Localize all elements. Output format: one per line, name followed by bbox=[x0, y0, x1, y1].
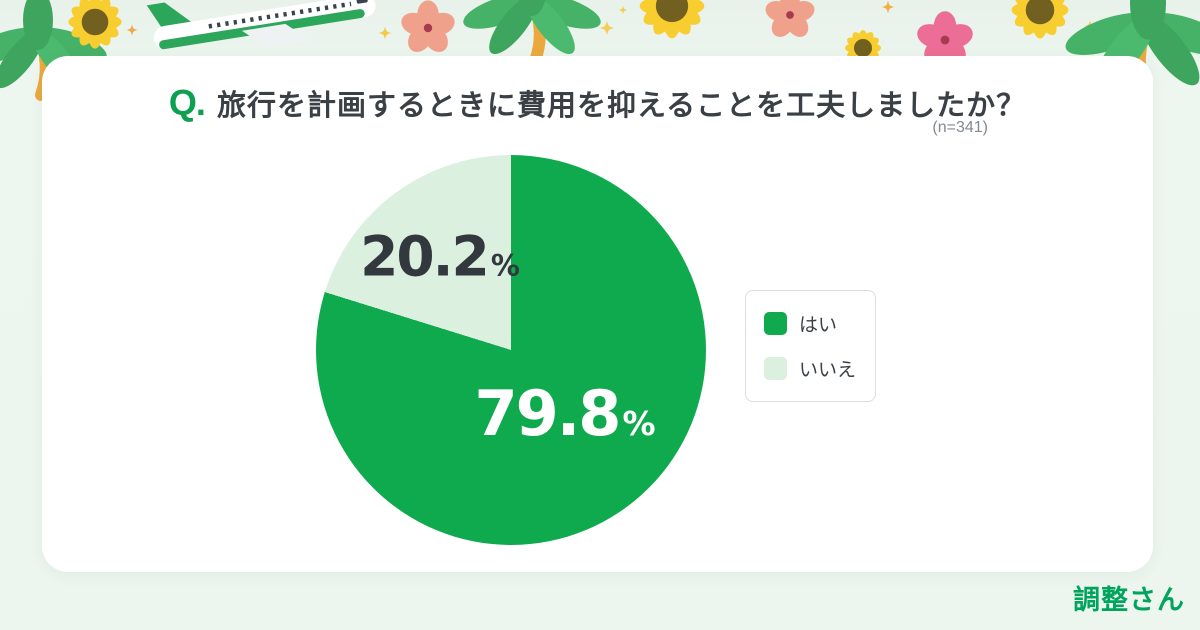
sunflower-icon bbox=[638, 0, 706, 40]
brand-logo: 調整さん bbox=[1073, 585, 1185, 615]
pie-value-yes: 79.8 bbox=[474, 377, 621, 450]
airplane-icon bbox=[146, 0, 376, 50]
sample-size-label: (n=341) bbox=[932, 119, 988, 136]
sparkle-icon bbox=[378, 26, 392, 40]
question-title-row: Q. 旅行を計画するときに費用を抑えることを工夫しましたか？ bbox=[42, 82, 1153, 124]
hibiscus-icon bbox=[398, 0, 458, 57]
survey-result-card: Q. 旅行を計画するときに費用を抑えることを工夫しましたか？ (n=341) 7… bbox=[42, 56, 1153, 572]
hibiscus-icon bbox=[762, 0, 818, 42]
chart-legend: はい いいえ bbox=[745, 290, 876, 402]
question-title: 旅行を計画するときに費用を抑えることを工夫しましたか？ bbox=[216, 90, 1027, 122]
sparkle-icon bbox=[618, 5, 628, 15]
sunflower-icon bbox=[1010, 0, 1070, 40]
sparkle-icon bbox=[599, 20, 615, 36]
sparkle-icon bbox=[881, 0, 895, 14]
legend-swatch-no bbox=[764, 357, 787, 380]
legend-swatch-yes bbox=[764, 312, 787, 335]
pie-chart bbox=[316, 155, 706, 545]
legend-label-yes: はい bbox=[799, 315, 838, 336]
legend-item-no: いいえ bbox=[764, 355, 857, 382]
pie-value-label-no: 20.2 % bbox=[360, 224, 520, 289]
pie-unit-no: % bbox=[490, 248, 520, 283]
tropical-decoration-band bbox=[0, 0, 1200, 120]
palm-tree-icon bbox=[459, 0, 604, 61]
sparkle-icon bbox=[126, 24, 138, 36]
question-mark-icon: Q. bbox=[168, 82, 206, 123]
pie-value-label-yes: 79.8 % bbox=[474, 383, 655, 445]
pie-chart-area: 79.8 % 20.2 % bbox=[316, 155, 706, 545]
pie-value-no: 20.2 bbox=[360, 224, 490, 289]
pie-unit-yes: % bbox=[622, 404, 656, 443]
legend-label-no: いいえ bbox=[799, 360, 857, 381]
legend-item-yes: はい bbox=[764, 310, 857, 337]
